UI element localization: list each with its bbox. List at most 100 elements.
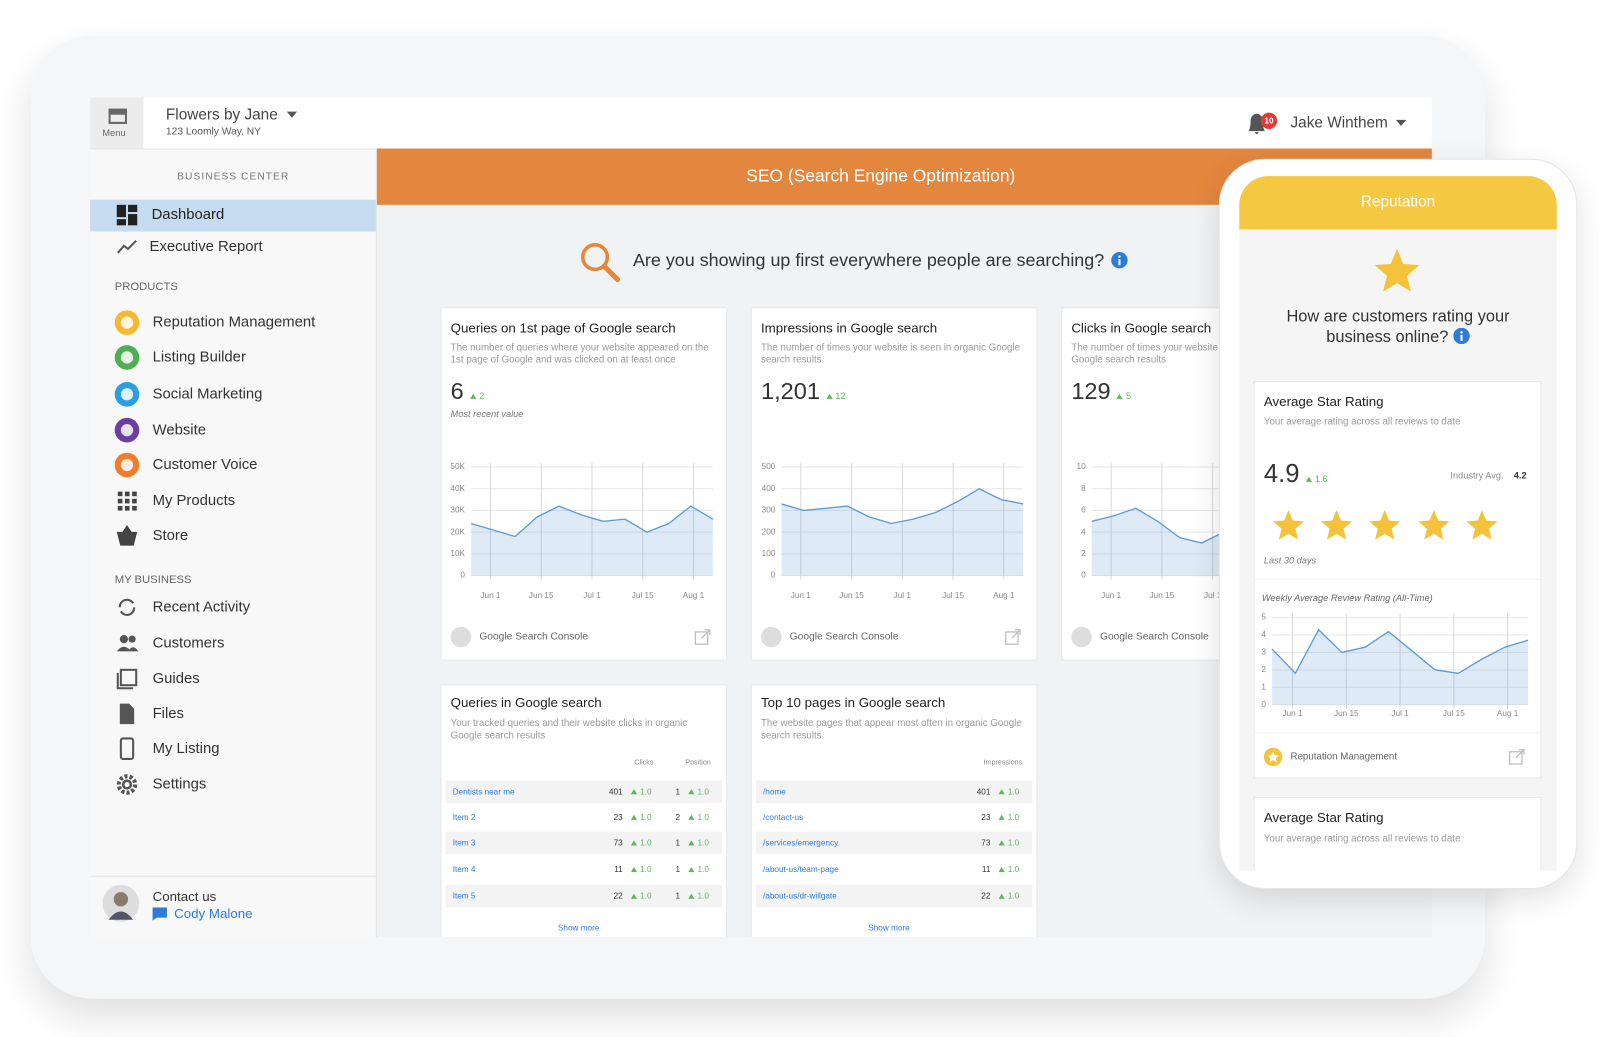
change-value: 1.0 — [640, 838, 652, 848]
icon-part — [132, 491, 137, 497]
link-arrow — [1515, 749, 1525, 759]
cell-change: 1.0 — [682, 813, 709, 822]
show-more[interactable]: Show more — [868, 923, 910, 933]
product-item[interactable]: Social Marketing — [152, 386, 263, 403]
my-business-item[interactable]: Recent Activity — [152, 599, 251, 616]
x-tick-label: Jun 15 — [529, 591, 554, 600]
business-name[interactable]: Flowers by Jane — [165, 106, 278, 124]
row-label[interactable]: Item 4 — [452, 864, 476, 875]
divider — [1253, 578, 1542, 580]
row-label[interactable]: Dentists near me — [452, 787, 515, 797]
seo-question: Are you showing up first everywhere peop… — [632, 249, 1105, 270]
icon-part — [124, 491, 130, 497]
nav-item[interactable]: Dashboard — [151, 206, 225, 224]
row-label[interactable]: /contact-us — [763, 812, 804, 822]
icon-part — [117, 505, 123, 511]
period: Last 30 days — [1263, 555, 1317, 566]
metric-change: 1.6 — [1314, 473, 1328, 484]
my-business-item[interactable]: My Listing — [152, 740, 220, 757]
icon-part — [116, 525, 138, 546]
row-label[interactable]: /home — [763, 787, 786, 797]
sidebar — [90, 149, 377, 938]
row-label[interactable]: Item 2 — [452, 812, 476, 822]
product-item[interactable]: Store — [152, 527, 189, 544]
icon-inner — [120, 458, 134, 472]
line-chart: 0 1 2 3 4 5 Jun 1 Jun 15 Jul 1 Jul 15 Aug 1 — [1261, 613, 1529, 718]
area — [471, 506, 713, 576]
up-arrow — [630, 893, 638, 899]
nav-item[interactable]: Executive Report — [149, 238, 263, 256]
area — [781, 488, 1024, 576]
metric-change: 12 — [835, 390, 846, 401]
y-tick-label: 6 — [1081, 506, 1086, 515]
row-label[interactable]: /about-us/team-page — [763, 864, 839, 875]
card-title: Top 10 pages in Google search — [760, 694, 946, 711]
row-label[interactable]: /services/emergency — [763, 838, 839, 848]
icon-part — [117, 239, 137, 254]
up-arrow — [998, 893, 1005, 899]
star-row — [1272, 510, 1498, 540]
product-item[interactable]: Customer Voice — [152, 456, 258, 474]
sidebar-heading: BUSINESS CENTER — [177, 171, 290, 183]
icon-part — [116, 774, 138, 795]
source-circle — [760, 626, 782, 648]
icon-part — [132, 498, 137, 504]
reputation-title: Reputation — [1360, 193, 1436, 211]
row-label[interactable]: Item 5 — [452, 891, 476, 901]
product-item[interactable]: Listing Builder — [152, 349, 246, 366]
icon-part — [118, 598, 136, 616]
caret-shape — [286, 111, 298, 118]
product-icon — [117, 491, 137, 511]
x-tick-label: Jun 15 — [839, 591, 864, 600]
card-description: Your tracked queries and their website c… — [450, 717, 688, 742]
x-tick-label: Jun 15 — [1334, 709, 1359, 718]
y-tick-label: 20K — [450, 527, 465, 536]
row-stripe — [755, 884, 1033, 908]
business-address: 123 Loomly Way, NY — [165, 126, 261, 138]
link-box — [1509, 751, 1523, 765]
card-title: Clicks in Google search — [1071, 320, 1212, 336]
product-item[interactable]: Website — [152, 421, 206, 439]
my-business-item[interactable]: Settings — [152, 776, 207, 793]
row-label[interactable]: /about-us/dr-willgate — [763, 891, 837, 901]
up-arrow — [630, 789, 638, 795]
bell-icon: 10 — [1248, 112, 1278, 135]
y-tick-label: 0 — [1081, 571, 1086, 580]
metric-value: 6 — [450, 377, 464, 405]
row-stripe — [445, 884, 723, 908]
avatar — [102, 884, 140, 922]
y-tick-label: 400 — [762, 484, 776, 493]
up-arrow — [826, 393, 833, 399]
row-stripe — [445, 780, 723, 803]
product-item[interactable]: Reputation Management — [152, 314, 316, 331]
x-tick-label: Jun 1 — [1101, 591, 1121, 600]
my-business-item[interactable]: Files — [152, 705, 184, 723]
icon-part — [117, 498, 123, 504]
product-item[interactable]: My Products — [152, 492, 236, 510]
report-icon — [117, 239, 137, 254]
card-source: Google Search Console — [479, 631, 589, 643]
my-business-item[interactable]: Customers — [152, 635, 225, 652]
change-value: 1.0 — [1007, 864, 1020, 875]
cell-value: 23 — [981, 812, 991, 822]
caret — [286, 111, 298, 118]
icon-part — [116, 204, 126, 218]
y-tick-label: 40K — [450, 484, 465, 493]
menu-label: Menu — [102, 128, 126, 139]
user-name[interactable]: Jake Winthem — [1290, 114, 1388, 132]
contact-label: Contact us — [152, 888, 217, 904]
caret — [1395, 119, 1407, 126]
up-arrow — [630, 866, 638, 873]
metric-value: 1,201 — [760, 377, 820, 405]
row-label[interactable]: Item 3 — [452, 838, 476, 848]
my-business-item[interactable]: Guides — [152, 670, 200, 688]
x-tick-label: Jul 1 — [1391, 709, 1409, 718]
up-arrow — [688, 789, 695, 795]
line — [470, 505, 714, 538]
badge — [1260, 112, 1278, 130]
y-tick-label: 300 — [762, 506, 776, 515]
contact-name[interactable]: Cody Malone — [174, 905, 253, 922]
show-more[interactable]: Show more — [557, 923, 600, 933]
icon-part — [124, 781, 130, 788]
cell-change: 1.0 — [992, 892, 1019, 901]
